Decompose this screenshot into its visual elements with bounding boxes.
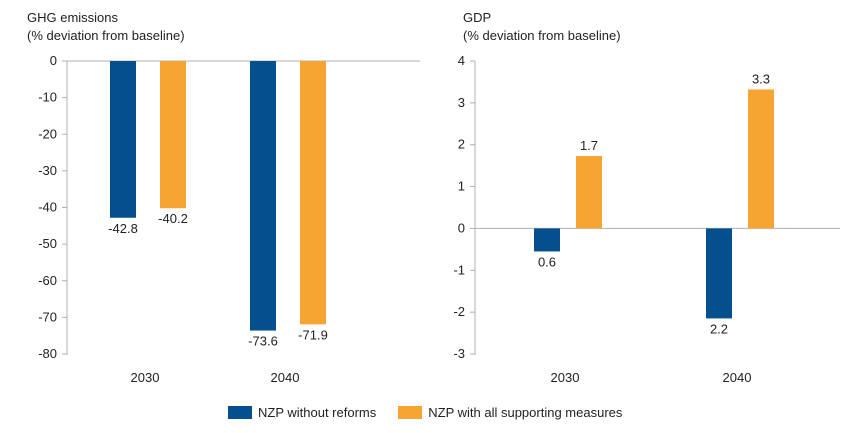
ghg-y-tick-label: -70 [38, 309, 57, 324]
gdp-bar-2040-series2 [748, 89, 774, 229]
ghg-y-tick-label: -30 [38, 163, 57, 178]
gdp-y-tick-label: -1 [453, 262, 465, 277]
ghg-bar-2040-series2 [300, 61, 326, 325]
gdp-bar-2040-series1 [706, 228, 732, 319]
ghg-data-label: -71.9 [298, 327, 328, 342]
ghg-y-tick-label: -80 [38, 346, 57, 361]
gdp-y-tick-label: -2 [453, 304, 465, 319]
legend-item-nzp-without-reforms: NZP without reforms [228, 405, 376, 420]
gdp-bar-2030-series2 [576, 156, 602, 229]
ghg-emissions-chart: GHG emissions (% deviation from baseline)… [27, 10, 420, 385]
ghg-data-label: -40.2 [158, 211, 188, 226]
legend-label: NZP without reforms [258, 404, 377, 420]
ghg-title-line1: GHG emissions [27, 10, 119, 25]
ghg-y-tick-label: -50 [38, 236, 57, 251]
gdp-bar-2030-series1 [534, 228, 560, 252]
gdp-y-tick-label: 1 [458, 179, 465, 194]
ghg-x-category-label: 2040 [271, 370, 300, 385]
ghg-y-tick-label: -10 [38, 90, 57, 105]
ghg-y-tick-label: -60 [38, 273, 57, 288]
gdp-title-line1: GDP [463, 10, 491, 25]
gdp-data-label: 3.3 [752, 71, 770, 86]
legend: NZP without reforms NZP with all support… [228, 403, 644, 421]
gdp-chart: GDP (% deviation from baseline) 4 3 2 1 0 -1 -2 -… [453, 10, 840, 385]
gdp-x-category-label: 2040 [723, 370, 752, 385]
charts-canvas: GHG emissions (% deviation from baseline)… [27, 10, 840, 385]
ghg-title-line2: (% deviation from baseline) [27, 28, 185, 43]
ghg-x-category-label: 2030 [131, 370, 160, 385]
ghg-bar-2030-series2 [160, 61, 186, 209]
legend-swatch-nzp-without-reforms [228, 405, 252, 419]
gdp-data-label: 0.6 [538, 254, 556, 269]
gdp-y-tick-label: 0 [458, 220, 465, 235]
ghg-data-label: -42.8 [108, 221, 138, 236]
gdp-y-tick-label: 3 [458, 95, 465, 110]
ghg-y-tick-label: 0 [50, 53, 57, 68]
ghg-y-tick-label: -20 [38, 126, 57, 141]
ghg-bar-2030-series1 [110, 61, 136, 218]
legend-label: NZP with all supporting measures [428, 404, 623, 420]
gdp-data-label: 2.2 [710, 321, 728, 336]
gdp-title-line2: (% deviation from baseline) [463, 28, 621, 43]
gdp-y-tick-label: 2 [458, 137, 465, 152]
legend-swatch-nzp-with-all-supporting-measures [398, 405, 423, 419]
gdp-x-category-label: 2030 [551, 370, 580, 385]
ghg-y-tick-label: -40 [38, 200, 57, 215]
ghg-data-label: -73.6 [248, 334, 278, 349]
gdp-y-tick-label: -3 [453, 346, 465, 361]
ghg-bar-2040-series1 [250, 61, 276, 331]
legend-item-nzp-with-all-supporting-measures: NZP with all supporting measures [398, 405, 622, 420]
gdp-y-tick-label: 4 [458, 53, 465, 68]
gdp-data-label: 1.7 [580, 138, 598, 153]
